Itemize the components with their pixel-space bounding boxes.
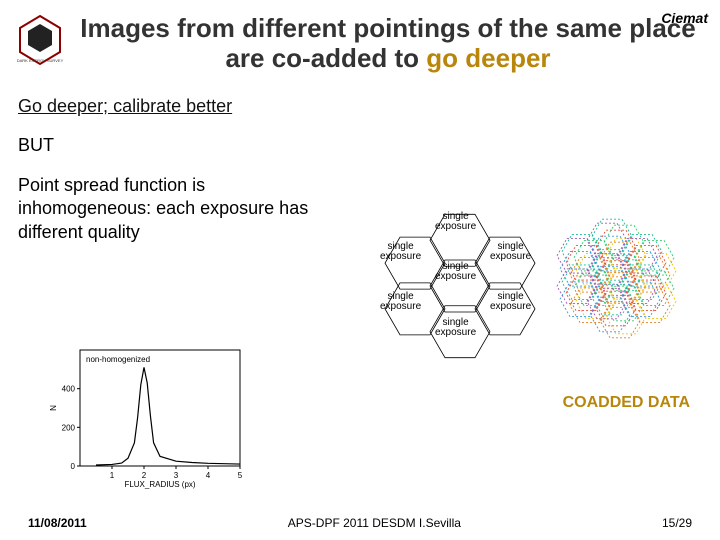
svg-text:0: 0	[71, 462, 76, 471]
svg-text:3: 3	[174, 471, 179, 480]
svg-text:N: N	[49, 405, 58, 411]
but-line: BUT	[18, 135, 702, 156]
title-part1: Images from different pointings of the s…	[80, 13, 695, 73]
svg-text:FLUX_RADIUS (px): FLUX_RADIUS (px)	[124, 480, 195, 489]
hex-label: singleexposure	[435, 212, 476, 232]
hex-label: singleexposure	[435, 262, 476, 282]
hex-label: singleexposure	[490, 292, 531, 312]
svg-text:4: 4	[206, 471, 211, 480]
psf-chart: 0 200 400 1 2 3 4 5 non-homogenized FLUX_RADIUS (…	[46, 340, 246, 490]
hex-label: singleexposure	[380, 242, 421, 262]
footer: 11/08/2011 APS-DPF 2011 DESDM I.Sevilla …	[0, 516, 720, 530]
footer-page: 15/29	[662, 516, 692, 530]
svg-text:400: 400	[62, 385, 76, 394]
psf-note: Point spread function is inhomogeneous: …	[18, 174, 318, 244]
ciemat-logo: Ciemat	[661, 10, 708, 26]
svg-text:non-homogenized: non-homogenized	[86, 355, 150, 364]
footer-mid: APS-DPF 2011 DESDM I.Sevilla	[288, 516, 461, 530]
footer-date: 11/08/2011	[28, 516, 87, 530]
svg-text:DARK ENERGY SURVEY: DARK ENERGY SURVEY	[17, 58, 64, 63]
hex-label: singleexposure	[380, 292, 421, 312]
svg-text:2: 2	[142, 471, 147, 480]
coadded-hex-icon	[530, 192, 702, 364]
svg-text:1: 1	[110, 471, 115, 480]
svg-text:200: 200	[62, 423, 76, 432]
header: DARK ENERGY SURVEY Images from different…	[0, 0, 720, 90]
coadded-label: COADDED DATA	[563, 394, 690, 412]
subtitle-line: Go deeper; calibrate better	[18, 96, 702, 117]
page-title: Images from different pointings of the s…	[68, 8, 708, 74]
hex-label: singleexposure	[435, 318, 476, 338]
des-logo-icon: DARK ENERGY SURVEY	[12, 12, 68, 68]
svg-text:5: 5	[238, 471, 243, 480]
hex-label: singleexposure	[490, 242, 531, 262]
